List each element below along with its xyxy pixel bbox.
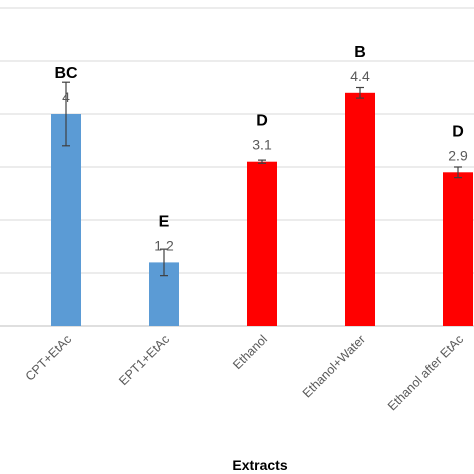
- x-tick-label: Ethanol: [230, 332, 270, 372]
- value-label: 4: [62, 89, 70, 105]
- x-tick-label: CPT+EtAc: [23, 332, 74, 383]
- x-axis-title: Extracts: [232, 457, 287, 473]
- significance-letter: D: [256, 113, 268, 130]
- bar: [247, 161, 277, 326]
- value-label: 4.4: [350, 68, 370, 84]
- x-tick-label: Ethanol+Water: [300, 332, 368, 400]
- value-label: 3.1: [252, 137, 272, 153]
- bars: [51, 81, 473, 326]
- x-tick-label: EPT1+EtAc: [116, 332, 172, 388]
- bar: [345, 92, 375, 326]
- x-tick-labels: CPT+EtAc EPT1+EtAc Ethanol Ethanol+Water Eth…: [23, 332, 466, 413]
- bar: [51, 114, 81, 326]
- value-label: 1.2: [154, 237, 174, 253]
- data-labels: 4 BC 1.2 E 3.1 D 4.4 B 2.9 D: [54, 44, 467, 254]
- significance-letter: E: [159, 213, 170, 230]
- x-tick-label: Ethanol after EtAc: [385, 332, 466, 413]
- value-label: 2.9: [448, 147, 468, 163]
- significance-letter: D: [452, 123, 464, 140]
- significance-letter: BC: [54, 65, 78, 82]
- significance-letter: B: [354, 44, 366, 61]
- bar: [443, 172, 473, 326]
